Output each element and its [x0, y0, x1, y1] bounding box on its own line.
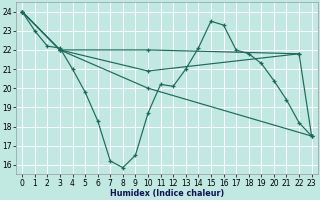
- X-axis label: Humidex (Indice chaleur): Humidex (Indice chaleur): [110, 189, 224, 198]
